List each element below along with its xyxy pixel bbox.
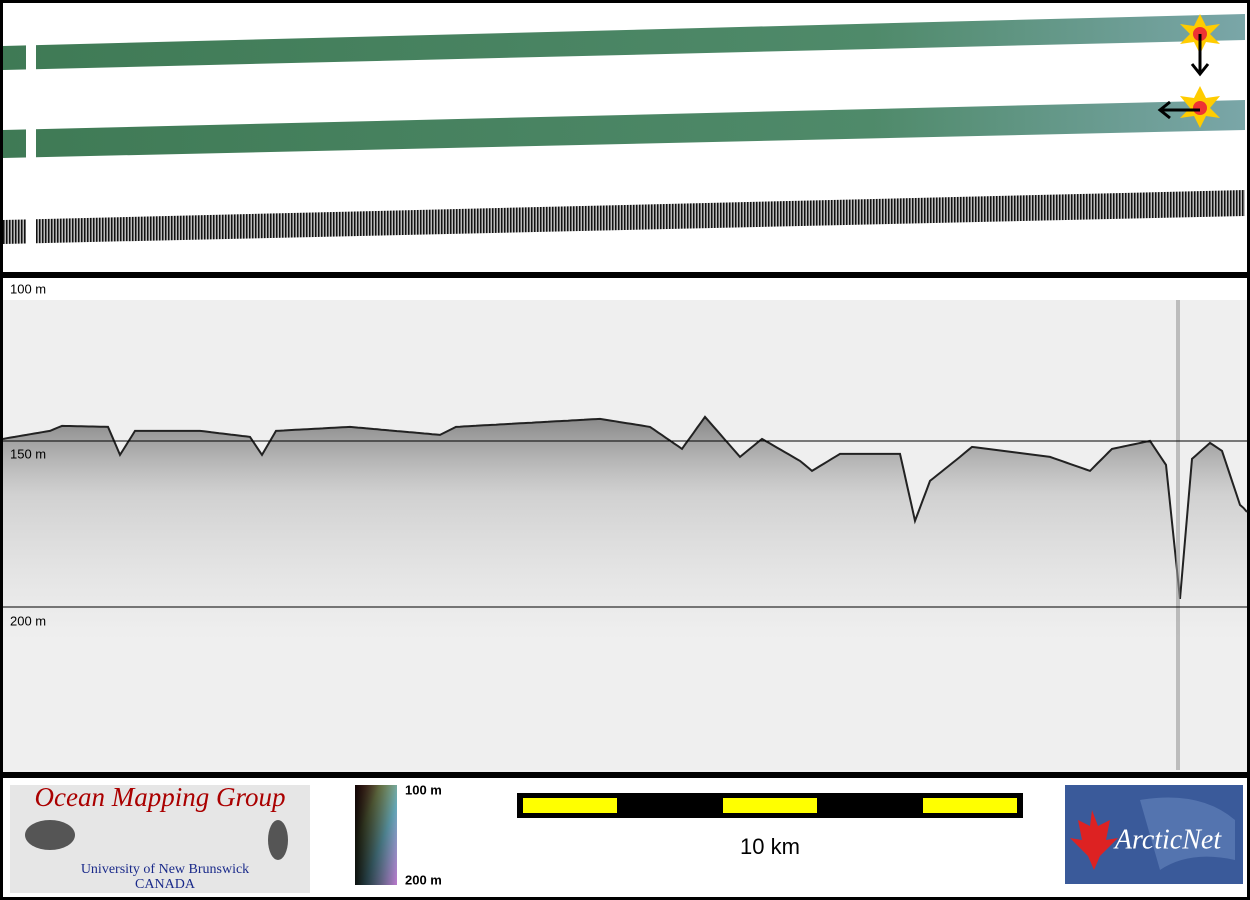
swath-strip <box>3 100 1245 158</box>
backscatter-strip <box>3 190 1245 244</box>
depth-label: 200 m <box>10 613 46 628</box>
scale-label: 200 m <box>405 872 442 887</box>
depth-label: 150 m <box>10 446 46 461</box>
scale-label: 100 m <box>405 782 442 797</box>
data-gap <box>26 30 36 255</box>
sub-bottom <box>3 416 1247 640</box>
logo-title: ArcticNet <box>1113 824 1222 855</box>
swath-strip <box>3 14 1245 70</box>
seabed-profile <box>2 415 1248 600</box>
logo-text: University of New Brunswick <box>81 862 249 877</box>
color-scale-shade <box>355 785 397 885</box>
logo-title: Ocean Mapping Group <box>35 782 286 812</box>
arcticnet-logo: ArcticNet <box>1065 785 1243 884</box>
logo-text: CANADA <box>135 877 196 892</box>
ship-marker <box>1157 14 1220 128</box>
depth-label: 100 m <box>10 281 46 296</box>
omg-logo: Ocean Mapping Group University of New Br… <box>10 782 310 893</box>
scale-bar-label: 10 km <box>740 834 800 859</box>
noise-spike <box>1176 300 1180 770</box>
scale-bar <box>517 793 1023 818</box>
